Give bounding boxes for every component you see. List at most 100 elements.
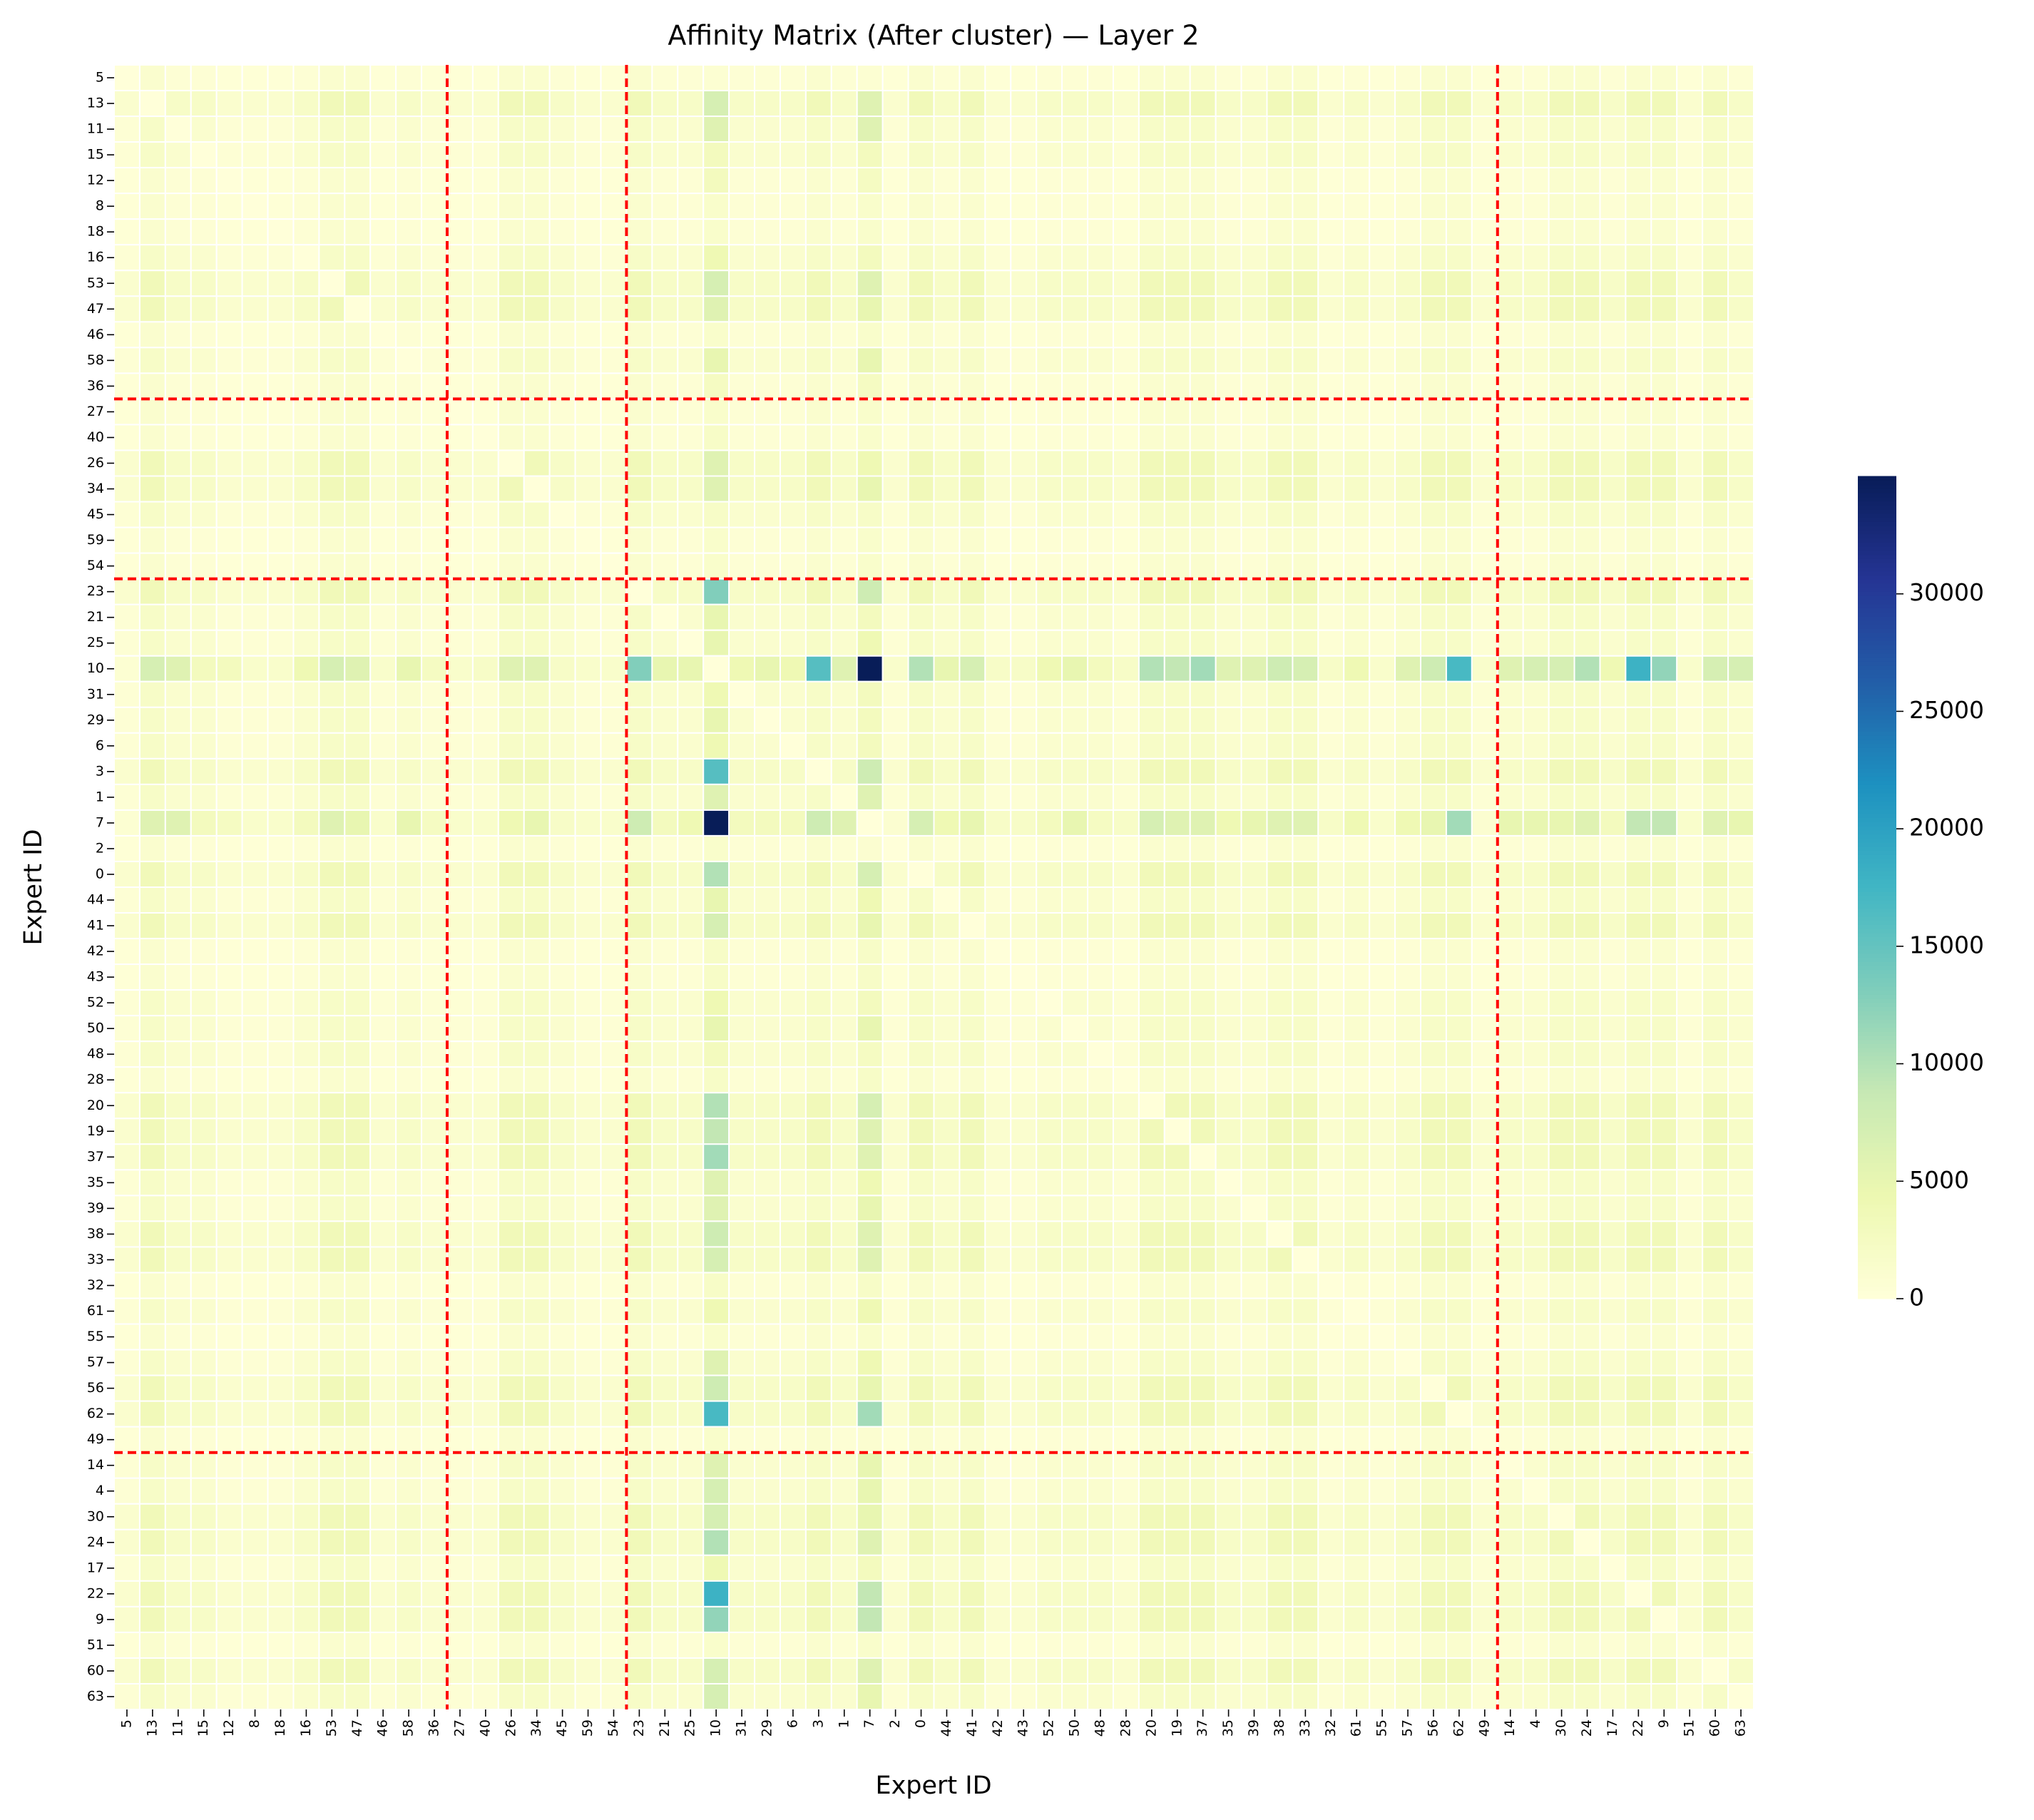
heatmap-cell — [1625, 64, 1652, 92]
heatmap-cell — [164, 860, 192, 888]
heatmap-cell — [164, 1143, 192, 1171]
heatmap-cell — [1702, 809, 1729, 837]
heatmap-cell — [1010, 680, 1038, 708]
heatmap-cell — [856, 1195, 884, 1222]
heatmap-cell — [1240, 886, 1268, 914]
heatmap-cell — [1727, 1015, 1754, 1043]
heatmap-cell — [933, 1451, 961, 1479]
heatmap-cell — [984, 783, 1012, 811]
heatmap-cell — [1599, 860, 1627, 888]
heatmap-cell — [1292, 398, 1319, 426]
heatmap-cell — [267, 578, 295, 605]
heatmap-cell — [1369, 1015, 1396, 1043]
heatmap-cell — [215, 1015, 243, 1043]
heatmap-cell — [292, 629, 320, 657]
heatmap-cell — [164, 141, 192, 169]
heatmap-cell — [1292, 912, 1319, 940]
heatmap-cell — [881, 886, 909, 914]
heatmap-cell — [677, 886, 705, 914]
heatmap-cell — [933, 629, 961, 657]
heatmap-cell — [1599, 1631, 1627, 1659]
heatmap-cell — [215, 449, 243, 477]
heatmap-cell — [779, 989, 807, 1017]
heatmap-cell — [318, 1400, 346, 1428]
heatmap-cell — [702, 1323, 730, 1351]
heatmap-cell — [1215, 1554, 1242, 1582]
heatmap-cell — [267, 116, 295, 143]
heatmap-cell — [497, 1041, 525, 1068]
heatmap-cell — [1240, 1323, 1268, 1351]
heatmap-cell — [907, 1349, 935, 1376]
heatmap-cell — [395, 552, 423, 580]
heatmap-cell — [804, 1554, 832, 1582]
heatmap-cell — [1573, 1503, 1601, 1530]
heatmap-cell — [344, 757, 372, 785]
colorbar-segment — [1858, 583, 1896, 588]
heatmap-cell — [1087, 218, 1114, 246]
heatmap-cell — [1573, 1220, 1601, 1248]
heatmap-cell — [241, 912, 269, 940]
heatmap-cell — [395, 1323, 423, 1351]
heatmap-cell — [1112, 629, 1140, 657]
heatmap-cell — [1548, 167, 1575, 195]
heatmap-cell — [600, 757, 628, 785]
heatmap-cell — [113, 1426, 140, 1453]
heatmap-cell — [1522, 552, 1550, 580]
heatmap-cell — [600, 1580, 628, 1607]
heatmap-cell — [164, 218, 192, 246]
heatmap-cell — [1317, 1400, 1345, 1428]
heatmap-cell — [1548, 963, 1575, 991]
heatmap-cell — [1010, 1118, 1038, 1145]
heatmap-cell — [779, 1528, 807, 1556]
heatmap-cell — [779, 1195, 807, 1222]
heatmap-cell — [1471, 886, 1498, 914]
heatmap-cell — [1369, 1195, 1396, 1222]
heatmap-cell — [1625, 372, 1652, 400]
heatmap-cell — [1471, 732, 1498, 760]
heatmap-cell — [1522, 1657, 1550, 1684]
heatmap-cell — [754, 732, 781, 760]
heatmap-cell — [856, 1349, 884, 1376]
heatmap-cell — [1727, 321, 1754, 349]
heatmap-cell — [677, 963, 705, 991]
heatmap-cell — [1369, 167, 1396, 195]
heatmap-cell — [959, 424, 986, 451]
colorbar-segment — [1858, 681, 1896, 687]
heatmap-cell — [677, 1323, 705, 1351]
heatmap-cell — [881, 1169, 909, 1197]
heatmap-cell — [574, 1477, 602, 1505]
heatmap-cell — [1087, 1682, 1114, 1710]
heatmap-cell — [1163, 1374, 1191, 1402]
heatmap-cell — [1240, 552, 1268, 580]
heatmap-cell — [1625, 578, 1652, 605]
heatmap-cell — [215, 1349, 243, 1376]
heatmap-cell — [984, 398, 1012, 426]
heatmap-cell — [369, 783, 397, 811]
heatmap-cell — [804, 963, 832, 991]
heatmap-cell — [1394, 372, 1422, 400]
heatmap-cell — [856, 347, 884, 374]
colorbar-segment — [1858, 874, 1896, 880]
heatmap-cell — [1496, 1349, 1524, 1376]
heatmap-cell — [651, 809, 679, 837]
heatmap-cell — [1189, 90, 1217, 118]
colorbar-segment — [1858, 690, 1896, 695]
heatmap-cell — [497, 1605, 525, 1633]
heatmap-cell — [267, 526, 295, 554]
heatmap-cell — [1445, 732, 1473, 760]
heatmap-cell — [395, 90, 423, 118]
heatmap-cell — [548, 783, 576, 811]
heatmap-cell — [190, 90, 218, 118]
heatmap-cell — [1036, 244, 1063, 272]
heatmap-cell — [702, 732, 730, 760]
heatmap-cell — [1215, 526, 1242, 554]
heatmap-cell — [113, 655, 140, 682]
heatmap-cell — [625, 424, 653, 451]
heatmap-cell — [446, 938, 474, 966]
heatmap-cell — [779, 834, 807, 862]
heatmap-cell — [1215, 295, 1242, 323]
heatmap-cell — [138, 783, 166, 811]
colorbar-segment — [1858, 607, 1896, 613]
heatmap-cell — [446, 244, 474, 272]
heatmap-cell — [267, 1605, 295, 1633]
